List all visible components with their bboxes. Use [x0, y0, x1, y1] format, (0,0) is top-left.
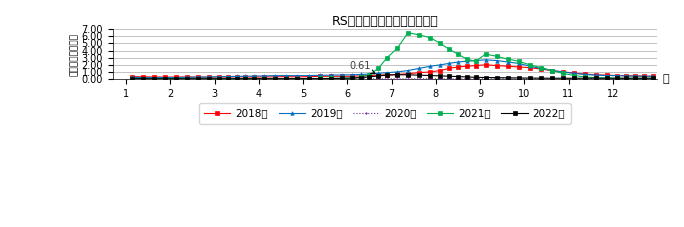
- 2018年: [205, 76, 213, 79]
- Line: 2018年: 2018年: [130, 63, 655, 79]
- 2020年: [233, 77, 241, 80]
- 2022年: [462, 76, 471, 78]
- 2018年: [482, 64, 490, 66]
- 2022年: [150, 77, 158, 80]
- 2018年: [326, 75, 334, 78]
- 2020年: [127, 77, 135, 80]
- Title: RSウイルス感染症（埼玉県）: RSウイルス感染症（埼玉県）: [332, 15, 438, 28]
- 2019年: [415, 67, 423, 70]
- 2022年: [482, 76, 490, 79]
- 2021年: [150, 77, 158, 80]
- 2022年: [426, 74, 434, 77]
- 2022年: [383, 74, 391, 76]
- 2018年: [648, 75, 657, 78]
- 2021年: [326, 77, 334, 80]
- 2018年: [415, 71, 423, 74]
- 2018年: [172, 76, 180, 79]
- 2022年: [393, 73, 402, 76]
- Legend: 2018年, 2019年, 2020年, 2021年, 2022年: 2018年, 2019年, 2020年, 2021年, 2022年: [199, 103, 570, 124]
- 2019年: [150, 76, 158, 79]
- 2019年: [326, 74, 334, 76]
- 2019年: [183, 76, 191, 79]
- Text: 0.61: 0.61: [350, 61, 375, 74]
- 2020年: [622, 77, 630, 80]
- 2019年: [383, 71, 391, 74]
- 2020年: [471, 77, 479, 80]
- Line: 2022年: 2022年: [130, 73, 655, 81]
- 2019年: [482, 59, 490, 61]
- 2021年: [482, 53, 490, 55]
- Text: 月: 月: [663, 74, 669, 84]
- 2020年: [453, 77, 462, 80]
- 2022年: [183, 77, 191, 80]
- Line: 2021年: 2021年: [130, 31, 655, 80]
- 2019年: [471, 59, 479, 62]
- 2020年: [326, 77, 334, 80]
- 2021年: [127, 77, 135, 80]
- 2021年: [648, 77, 657, 80]
- 2019年: [453, 61, 462, 63]
- 2022年: [326, 77, 334, 80]
- 2018年: [383, 74, 391, 76]
- 2021年: [404, 31, 412, 34]
- 2021年: [462, 58, 471, 60]
- 2019年: [648, 75, 657, 78]
- 2021年: [183, 77, 191, 80]
- Y-axis label: 定点当たり報告数: 定点当たり報告数: [70, 33, 79, 76]
- 2020年: [648, 77, 657, 80]
- 2018年: [471, 64, 479, 67]
- 2021年: [426, 36, 434, 39]
- 2020年: [172, 77, 180, 80]
- 2022年: [648, 77, 657, 80]
- 2020年: [383, 77, 391, 80]
- 2021年: [383, 56, 391, 59]
- Line: 2019年: 2019年: [130, 58, 655, 79]
- Line: 2020年: 2020年: [130, 77, 654, 80]
- 2019年: [127, 76, 135, 79]
- 2018年: [453, 66, 462, 68]
- 2018年: [127, 75, 135, 78]
- 2022年: [127, 77, 135, 80]
